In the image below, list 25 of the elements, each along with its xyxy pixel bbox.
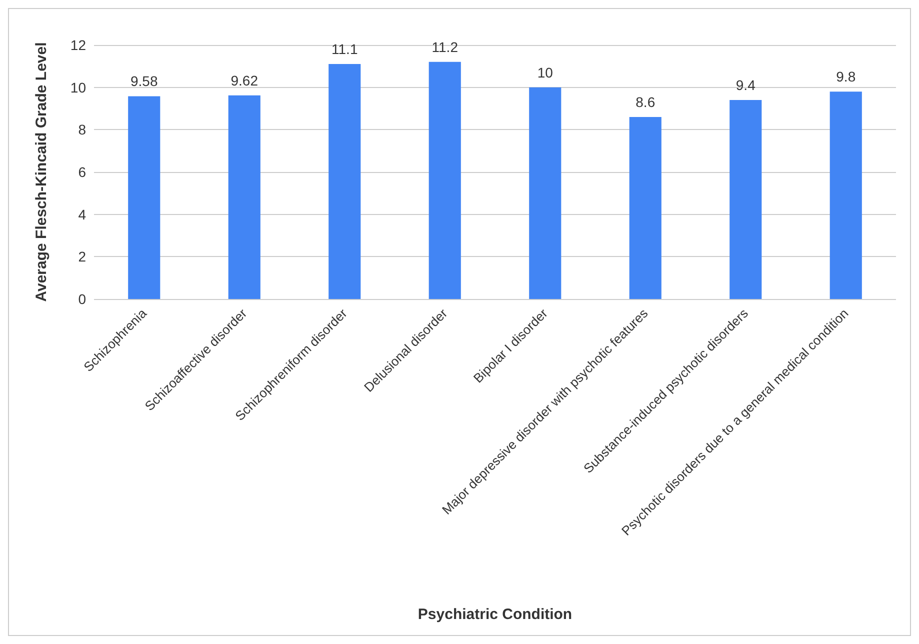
bar: [730, 100, 762, 299]
bar: [128, 96, 160, 299]
bar: [830, 92, 862, 299]
bar: [629, 116, 662, 299]
y-tick-label: 6: [78, 164, 86, 180]
bar: [328, 64, 361, 299]
y-tick-label: 0: [78, 291, 86, 307]
data-label: 9.4: [736, 77, 756, 94]
y-tick-label: 8: [78, 122, 86, 138]
data-label: 8.6: [636, 94, 656, 110]
y-tick-label: 2: [78, 248, 86, 265]
data-label: 11.1: [332, 41, 358, 58]
y-axis-title: Average Flesch-Kincaid Grade Level: [33, 42, 50, 302]
data-label: 9.62: [230, 72, 258, 88]
data-label: 11.2: [432, 38, 458, 55]
y-tick-label: 10: [70, 79, 86, 96]
y-tick-label: 12: [70, 37, 86, 53]
bar: [529, 87, 562, 299]
y-tick-label: 4: [78, 206, 86, 222]
data-label: 9.8: [836, 68, 856, 85]
bar: [228, 95, 260, 299]
x-axis-title: Psychiatric Condition: [418, 606, 572, 623]
data-label: 9.58: [130, 73, 158, 90]
bar: [428, 62, 461, 299]
data-label: 10: [537, 64, 554, 80]
